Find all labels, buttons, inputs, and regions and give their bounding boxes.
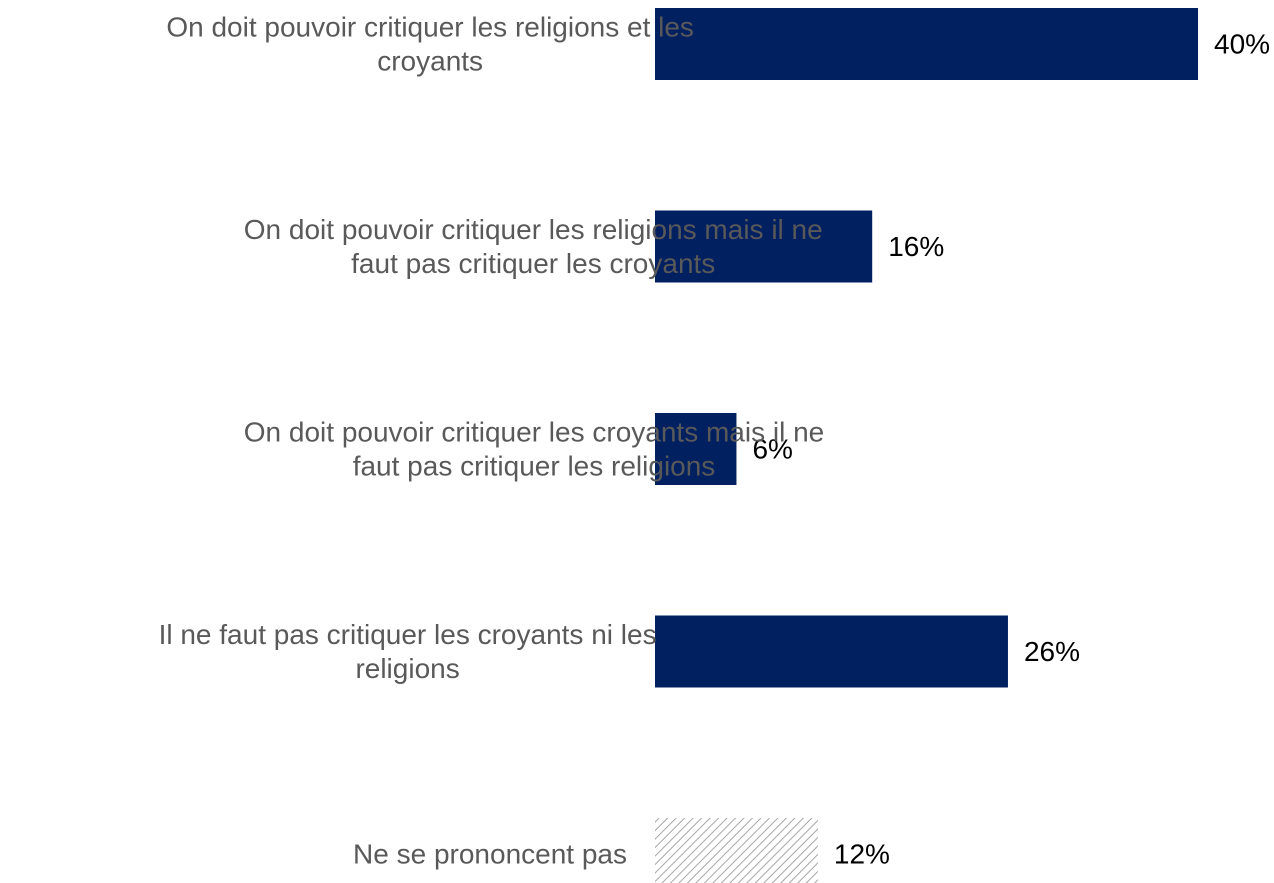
category-label-line: Ne se prononcent pas bbox=[353, 839, 627, 870]
value-label-4: 26% bbox=[1024, 636, 1080, 667]
value-label-5: 12% bbox=[834, 839, 890, 870]
bar-3 bbox=[655, 413, 737, 485]
value-label-2: 16% bbox=[888, 231, 944, 262]
labels-layer: 40% On doit pouvoir critiquer les religio… bbox=[159, 12, 1270, 870]
category-label-line: On doit pouvoir critiquer les religions … bbox=[166, 12, 694, 43]
value-label-1: 40% bbox=[1214, 29, 1270, 60]
bar-5 bbox=[655, 818, 818, 883]
category-label-line: Il ne faut pas critiquer les croyants ni… bbox=[159, 619, 657, 650]
category-label-1: On doit pouvoir critiquer les religions … bbox=[166, 12, 694, 77]
bar-2 bbox=[655, 210, 873, 283]
category-label-line: On doit pouvoir critiquer les religions … bbox=[244, 214, 823, 245]
category-label-line: croyants bbox=[377, 46, 483, 77]
bar-1 bbox=[655, 8, 1198, 80]
category-label-3: On doit pouvoir critiquer les croyants m… bbox=[244, 417, 824, 482]
bar-4 bbox=[655, 615, 1008, 688]
category-label-line: faut pas critiquer les religions bbox=[353, 451, 716, 482]
category-label-line: faut pas critiquer les croyants bbox=[351, 248, 715, 279]
bars-layer bbox=[655, 8, 1198, 883]
category-label-2: On doit pouvoir critiquer les religions … bbox=[244, 214, 823, 279]
category-label-line: On doit pouvoir critiquer les croyants m… bbox=[244, 417, 824, 448]
category-label-4: Il ne faut pas critiquer les croyants ni… bbox=[159, 619, 657, 684]
value-label-3: 6% bbox=[752, 434, 792, 465]
category-label-line: religions bbox=[355, 653, 459, 684]
category-label-5: Ne se prononcent pas bbox=[353, 839, 627, 870]
